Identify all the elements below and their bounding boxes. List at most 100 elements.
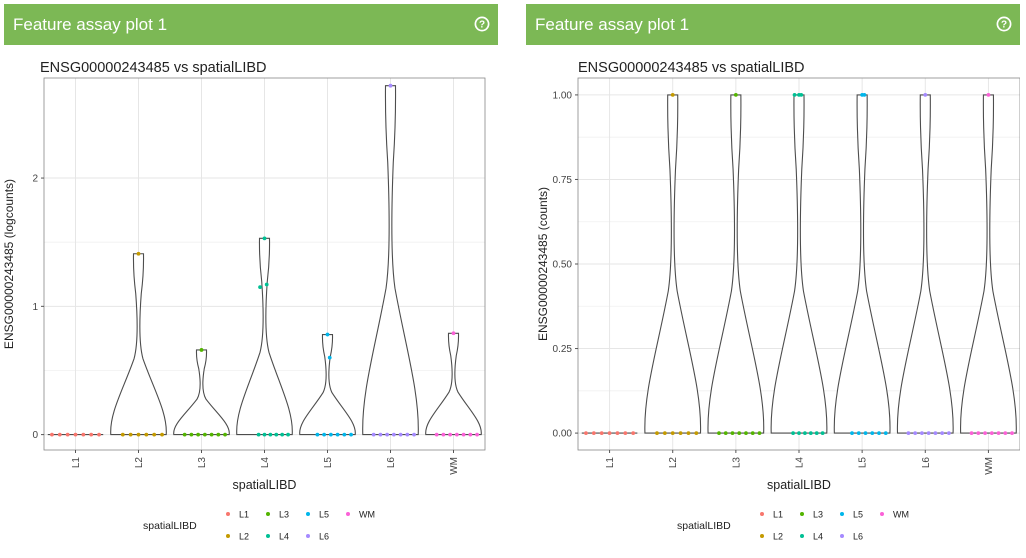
legend-key-L2	[226, 534, 230, 538]
data-point-L3	[757, 431, 762, 435]
svg-text:?: ?	[1001, 20, 1007, 31]
y-tick-label: 0.75	[553, 175, 573, 186]
data-point-L3	[744, 431, 748, 435]
x-tick-label: WM	[449, 457, 460, 475]
data-point-L4	[792, 93, 797, 97]
legend-title: spatialLIBD	[143, 520, 197, 532]
data-point-L1	[615, 431, 620, 435]
data-point-L1	[97, 432, 101, 437]
y-axis-title: ENSG00000243485 (logcounts)	[4, 179, 16, 349]
x-tick-label: L4	[795, 457, 806, 469]
data-point-L2	[694, 431, 699, 435]
data-point-L3	[223, 432, 227, 437]
legend-label: L1	[239, 509, 249, 519]
data-point-L6	[947, 431, 951, 435]
data-point-L5	[877, 431, 881, 435]
legend-label: L4	[813, 531, 823, 541]
data-point-L3	[717, 431, 721, 435]
data-point-L1	[73, 432, 78, 437]
legend-label: L5	[853, 509, 863, 519]
chart-title: ENSG00000243485 vs spatialLIBD	[40, 60, 267, 76]
data-point-L3	[750, 431, 755, 435]
data-point-L2	[144, 432, 149, 437]
data-point-L6	[923, 93, 928, 97]
feature-assay-panel-right: Feature assay plot 1 ? ENSG00000243485 v…	[526, 0, 1020, 558]
data-point-L5	[322, 432, 327, 437]
data-point-L1	[599, 431, 604, 435]
data-point-L4	[268, 432, 273, 437]
data-point-WM	[996, 431, 1001, 435]
x-tick-label: L5	[323, 457, 334, 469]
data-point-L3	[737, 431, 742, 435]
legend-label: WM	[359, 509, 375, 519]
data-point-L4	[256, 432, 261, 437]
y-axis-title: ENSG00000243485 (counts)	[536, 187, 550, 341]
data-point-L1	[631, 431, 636, 435]
data-point-L6	[378, 432, 383, 437]
data-point-L6	[388, 83, 393, 88]
x-tick-label: L1	[605, 457, 616, 469]
data-point-L2	[136, 432, 141, 437]
data-point-L6	[405, 432, 410, 437]
data-point-L4	[274, 432, 279, 437]
panel-header: Feature assay plot 1 ?	[526, 4, 1020, 45]
data-point-L3	[209, 432, 214, 437]
legend-label: L2	[239, 531, 249, 541]
data-point-L3	[199, 348, 204, 352]
data-point-WM	[461, 432, 466, 437]
legend-key-WM	[880, 512, 884, 516]
legend-key-L1	[226, 512, 230, 516]
data-point-L4	[280, 432, 285, 437]
svg-text:?: ?	[479, 20, 485, 31]
data-point-L2	[670, 93, 675, 97]
help-circle-icon[interactable]: ?	[996, 16, 1012, 32]
x-tick-label: L3	[197, 457, 208, 469]
data-point-L2	[120, 432, 125, 437]
data-point-WM	[451, 331, 456, 336]
data-point-L1	[623, 431, 628, 435]
data-point-WM	[441, 432, 446, 437]
data-point-WM	[969, 431, 974, 435]
data-point-L6	[913, 431, 918, 435]
data-point-WM	[468, 432, 473, 437]
y-tick-label: 0.00	[553, 429, 573, 440]
data-point-L1	[57, 432, 62, 437]
legend-label: L2	[773, 531, 783, 541]
data-point-WM	[989, 431, 994, 435]
data-point-L4	[258, 285, 262, 289]
data-point-L2	[655, 431, 659, 435]
data-point-L1	[584, 431, 588, 435]
data-point-L6	[391, 432, 396, 437]
data-point-L5	[870, 431, 875, 435]
panel-header: Feature assay plot 1 ?	[4, 4, 498, 45]
legend-label: L4	[279, 531, 289, 541]
data-point-L3	[216, 432, 221, 437]
panel-title: Feature assay plot 1	[535, 14, 690, 34]
feature-assay-panel-left: Feature assay plot 1 ? ENSG00000243485 v…	[4, 0, 498, 558]
data-point-L2	[678, 431, 683, 435]
data-point-L2	[160, 432, 164, 437]
data-point-L6	[371, 432, 376, 437]
data-point-WM	[448, 432, 453, 437]
data-point-L6	[940, 431, 945, 435]
data-point-L2	[670, 431, 675, 435]
chart-title: ENSG00000243485 vs spatialLIBD	[578, 60, 805, 76]
data-point-L5	[342, 432, 347, 437]
data-point-L1	[81, 432, 86, 437]
data-point-L2	[662, 431, 667, 435]
help-circle-icon[interactable]: ?	[474, 16, 490, 32]
data-point-WM	[475, 432, 479, 437]
data-point-L5	[327, 355, 332, 360]
data-point-L2	[136, 251, 141, 256]
legend-key-L4	[800, 534, 804, 538]
data-point-L5	[335, 432, 340, 437]
data-point-L6	[906, 431, 911, 435]
data-point-L3	[733, 93, 738, 97]
x-tick-label: L6	[921, 457, 932, 469]
violin-chart: ENSG00000243485 vs spatialLIBD 0.00 0.25 0.…	[536, 60, 1020, 541]
legend-key-L4	[266, 534, 270, 538]
data-point-L4	[808, 431, 813, 435]
y-tick-label: 0	[32, 430, 38, 441]
x-axis-title: spatialLIBD	[767, 478, 831, 492]
legend-title: spatialLIBD	[677, 520, 731, 532]
